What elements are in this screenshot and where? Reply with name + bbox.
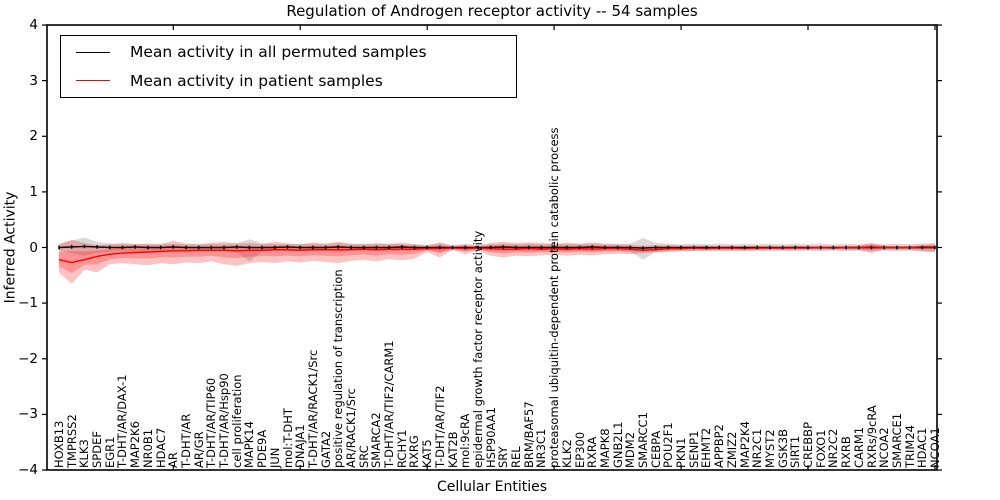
x-tick-label: CARM1 bbox=[851, 426, 866, 468]
legend-line-sample-black bbox=[76, 51, 110, 53]
x-tick-label: RXRA bbox=[585, 436, 600, 468]
x-tick-label: NR3C1 bbox=[534, 428, 549, 468]
y-tick-label: −1 bbox=[18, 295, 38, 312]
x-tick-label: DNAJA1 bbox=[293, 424, 308, 468]
x-tick-label: AR/GR bbox=[191, 431, 206, 468]
x-tick-label: EHMT2 bbox=[699, 427, 714, 468]
legend-item-permuted: Mean activity in all permuted samples bbox=[61, 39, 516, 65]
x-tick-label: SMARCE1 bbox=[889, 412, 904, 468]
x-tick-label: HOXB13 bbox=[52, 420, 66, 468]
x-tick-label: RXRs/9cRA bbox=[864, 405, 879, 468]
x-tick-label: KAT5 bbox=[420, 439, 435, 468]
legend-line-sample-red bbox=[76, 80, 110, 82]
x-tick-label: KAT2B bbox=[445, 431, 460, 468]
x-tick-label: MAP2K4 bbox=[737, 421, 752, 468]
y-tick-label: 1 bbox=[29, 183, 38, 200]
x-tick-label: NR0B1 bbox=[140, 428, 155, 468]
x-tick-label: NCOA2 bbox=[877, 427, 892, 468]
x-tick-label: JUN bbox=[267, 447, 282, 468]
x-tick-label: CREBBP bbox=[801, 422, 816, 468]
x-tick-label: T-DHT/AR/Hsp90 bbox=[217, 373, 232, 468]
x-tick-label: KLK3 bbox=[77, 439, 92, 468]
x-tick-label: FOXO1 bbox=[813, 429, 828, 468]
x-tick-label: GSK3B bbox=[775, 429, 790, 468]
x-tick-label: MAPK14 bbox=[242, 421, 257, 468]
x-tick-label: T-DHT/AR/TIP60 bbox=[204, 377, 219, 468]
y-tick-label: −4 bbox=[18, 462, 38, 478]
x-tick-label: GNB2L1 bbox=[610, 421, 625, 468]
x-tick-label: HDAC1 bbox=[915, 427, 930, 468]
x-tick-label: SRY bbox=[496, 446, 511, 468]
x-tick-label: AR/RACK1/Src bbox=[344, 388, 358, 468]
x-tick-label: BRM/BAF57 bbox=[521, 401, 536, 468]
x-tick-label: SPDEF bbox=[90, 431, 105, 468]
x-tick-label: positive regulation of transcription bbox=[331, 269, 346, 468]
x-tick-label: T-DHT/AR bbox=[178, 413, 193, 468]
x-tick-label: REL bbox=[509, 446, 524, 468]
y-tick-label: 4 bbox=[29, 17, 38, 33]
x-tick-label: SMARCC1 bbox=[636, 412, 650, 468]
x-tick-label: SIRT1 bbox=[788, 435, 803, 468]
x-tick-label: mol:T-DHT bbox=[280, 408, 295, 468]
x-tick-label: MYST2 bbox=[762, 429, 777, 468]
x-tick-label: POU2F1 bbox=[661, 422, 676, 468]
legend-label: Mean activity in all permuted samples bbox=[130, 43, 427, 62]
x-tick-label: TMPRSS2 bbox=[64, 414, 79, 468]
x-tick-label: HDAC7 bbox=[153, 427, 168, 468]
x-tick-label: mol:9cRA bbox=[458, 413, 473, 468]
y-tick-label: 2 bbox=[29, 128, 38, 145]
x-tick-label: proteasomal ubiquitin-dependent protein … bbox=[547, 127, 562, 468]
x-tick-label: RCHY1 bbox=[394, 429, 409, 468]
x-tick-label: HSP90AA1 bbox=[483, 407, 498, 468]
x-tick-label: MAP2K6 bbox=[128, 421, 143, 468]
x-tick-label: PDE9A bbox=[255, 429, 270, 468]
x-tick-label: SRC bbox=[356, 445, 371, 468]
y-tick-label: −3 bbox=[18, 406, 38, 423]
x-tick-label: NR2C2 bbox=[826, 428, 841, 468]
chart-title: Regulation of Androgen receptor activity… bbox=[286, 2, 698, 20]
x-tick-label: EGR1 bbox=[102, 436, 117, 469]
y-tick-label: 0 bbox=[29, 239, 38, 256]
x-tick-label: APPBP2 bbox=[712, 424, 727, 468]
x-tick-label: T-DHT/AR/TIF2 bbox=[432, 385, 447, 468]
x-tick-label: ZMIZ2 bbox=[724, 431, 739, 468]
y-tick-label: −2 bbox=[18, 350, 38, 367]
x-tick-label: RXRB bbox=[839, 436, 854, 468]
x-tick-label: MDM2 bbox=[623, 431, 638, 468]
x-tick-label: NR2C1 bbox=[750, 428, 765, 468]
y-tick-label: 3 bbox=[29, 72, 38, 89]
x-tick-label: PKN1 bbox=[674, 437, 689, 468]
x-tick-label: cell proliferation bbox=[229, 374, 244, 468]
x-tick-label: T-DHT/AR/DAX-1 bbox=[115, 374, 130, 468]
x-tick-label: KLK2 bbox=[559, 439, 574, 468]
x-tick-label: TRIM24 bbox=[902, 425, 917, 468]
x-tick-label: MAPK8 bbox=[597, 428, 612, 468]
x-tick-label: T-DHT/AR/TIF2/CARM1 bbox=[382, 340, 397, 468]
x-tick-label: CEBPA bbox=[648, 430, 663, 468]
x-tick-label: epidermal growth factor receptor activit… bbox=[470, 230, 485, 468]
x-tick-label: T-DHT/AR/RACK1/Src bbox=[305, 349, 320, 468]
x-tick-label: EP300 bbox=[572, 431, 587, 468]
x-tick-label: GATA2 bbox=[318, 430, 333, 468]
x-tick-label: SMARCA2 bbox=[369, 412, 384, 468]
legend-label: Mean activity in patient samples bbox=[130, 71, 383, 90]
x-tick-label: AR bbox=[166, 452, 181, 468]
legend-item-patient: Mean activity in patient samples bbox=[61, 68, 516, 94]
x-tick-label: RXRG bbox=[407, 435, 422, 468]
x-axis-label: Cellular Entities bbox=[436, 479, 548, 495]
x-tick-label: NCOA1 bbox=[928, 427, 942, 468]
x-tick-label: SENP1 bbox=[686, 430, 701, 468]
legend: Mean activity in all permuted samples Me… bbox=[60, 35, 517, 98]
